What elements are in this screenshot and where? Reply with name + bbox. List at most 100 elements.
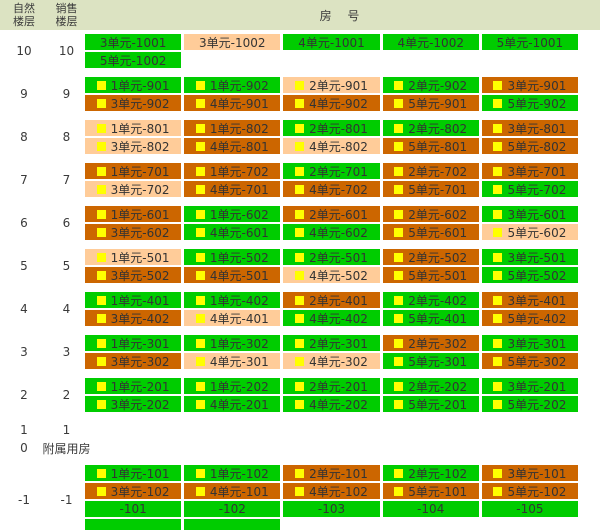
room-cell[interactable] bbox=[85, 519, 182, 530]
room-cell[interactable]: 2单元-102 bbox=[382, 465, 479, 481]
room-cell[interactable]: 2单元-301 bbox=[283, 335, 380, 351]
room-cell[interactable]: 5单元-902 bbox=[481, 95, 579, 111]
room-cell[interactable]: 3单元-502 bbox=[85, 267, 182, 283]
room-cell[interactable]: 2单元-602 bbox=[382, 206, 479, 222]
room-cell[interactable]: 2单元-801 bbox=[283, 120, 380, 136]
room-cell[interactable]: 1单元-601 bbox=[85, 206, 182, 222]
room-cell[interactable]: 1单元-102 bbox=[184, 465, 281, 481]
room-cell[interactable]: 1单元-802 bbox=[184, 120, 281, 136]
room-cell[interactable]: 3单元-601 bbox=[481, 206, 579, 222]
room-cell[interactable]: 4单元-1002 bbox=[382, 34, 479, 50]
room-cell[interactable]: 1单元-201 bbox=[85, 378, 182, 394]
room-cell[interactable]: 2单元-502 bbox=[382, 249, 479, 265]
room-cell[interactable]: 5单元-1002 bbox=[85, 52, 182, 68]
room-cell[interactable]: 3单元-401 bbox=[481, 292, 579, 308]
room-cell[interactable]: 3单元-1001 bbox=[85, 34, 182, 50]
room-cell[interactable]: 4单元-602 bbox=[283, 224, 380, 240]
room-cell[interactable]: 5单元-301 bbox=[382, 353, 479, 369]
room-cell[interactable]: 5单元-601 bbox=[382, 224, 479, 240]
room-cell[interactable]: -103 bbox=[283, 501, 380, 517]
room-cell[interactable]: 1单元-202 bbox=[184, 378, 281, 394]
room-cell[interactable]: 1单元-302 bbox=[184, 335, 281, 351]
room-cell[interactable]: 5单元-201 bbox=[382, 396, 479, 412]
room-cell[interactable]: 2单元-401 bbox=[283, 292, 380, 308]
room-cell[interactable]: 5单元-302 bbox=[481, 353, 579, 369]
room-cell[interactable]: 1单元-902 bbox=[184, 77, 281, 93]
room-cell[interactable]: 1单元-702 bbox=[184, 163, 281, 179]
room-cell[interactable]: 3单元-802 bbox=[85, 138, 182, 154]
room-cell[interactable]: 3单元-101 bbox=[481, 465, 579, 481]
room-cell[interactable]: 5单元-401 bbox=[382, 310, 479, 326]
room-cell[interactable]: 1单元-402 bbox=[184, 292, 281, 308]
room-cell[interactable]: 3单元-701 bbox=[481, 163, 579, 179]
room-cell[interactable]: 5单元-101 bbox=[382, 483, 479, 499]
room-cell[interactable]: 4单元-502 bbox=[283, 267, 380, 283]
room-cell[interactable]: -104 bbox=[382, 501, 479, 517]
room-cell[interactable]: 5单元-202 bbox=[481, 396, 579, 412]
room-cell[interactable]: 5单元-802 bbox=[481, 138, 579, 154]
room-cell[interactable]: 2单元-802 bbox=[382, 120, 479, 136]
room-cell[interactable]: 4单元-702 bbox=[283, 181, 380, 197]
room-cell[interactable]: 1单元-101 bbox=[85, 465, 182, 481]
room-cell[interactable]: 5单元-602 bbox=[481, 224, 579, 240]
room-cell[interactable]: 5单元-702 bbox=[481, 181, 579, 197]
room-cell[interactable]: 4单元-102 bbox=[283, 483, 380, 499]
room-cell[interactable]: 3单元-301 bbox=[481, 335, 579, 351]
room-cell[interactable]: 3单元-602 bbox=[85, 224, 182, 240]
room-cell[interactable]: 3单元-302 bbox=[85, 353, 182, 369]
room-cell[interactable]: 4单元-201 bbox=[184, 396, 281, 412]
room-cell[interactable]: 5单元-402 bbox=[481, 310, 579, 326]
room-cell[interactable]: 2单元-902 bbox=[382, 77, 479, 93]
room-cell[interactable]: 1单元-602 bbox=[184, 206, 281, 222]
room-cell[interactable]: 1单元-502 bbox=[184, 249, 281, 265]
room-cell[interactable]: 1单元-301 bbox=[85, 335, 182, 351]
room-cell[interactable]: 4单元-402 bbox=[283, 310, 380, 326]
room-cell[interactable]: 3单元-1002 bbox=[184, 34, 281, 50]
room-cell[interactable]: 4单元-401 bbox=[184, 310, 281, 326]
room-cell[interactable] bbox=[184, 519, 281, 530]
room-cell[interactable]: 5单元-801 bbox=[382, 138, 479, 154]
room-cell[interactable]: -105 bbox=[481, 501, 579, 517]
room-cell[interactable]: 4单元-302 bbox=[283, 353, 380, 369]
room-cell[interactable]: 3单元-102 bbox=[85, 483, 182, 499]
room-cell[interactable]: 5单元-901 bbox=[382, 95, 479, 111]
room-cell[interactable]: 4单元-202 bbox=[283, 396, 380, 412]
room-cell[interactable]: 4单元-301 bbox=[184, 353, 281, 369]
room-cell[interactable]: 3单元-202 bbox=[85, 396, 182, 412]
room-cell[interactable]: 4单元-802 bbox=[283, 138, 380, 154]
room-cell[interactable]: 3单元-201 bbox=[481, 378, 579, 394]
room-cell[interactable]: 1单元-701 bbox=[85, 163, 182, 179]
room-cell[interactable]: 4单元-902 bbox=[283, 95, 380, 111]
room-cell[interactable]: 3单元-902 bbox=[85, 95, 182, 111]
room-cell[interactable]: 3单元-501 bbox=[481, 249, 579, 265]
room-cell[interactable]: 2单元-601 bbox=[283, 206, 380, 222]
room-cell[interactable]: 4单元-701 bbox=[184, 181, 281, 197]
room-cell[interactable]: 2单元-302 bbox=[382, 335, 479, 351]
room-cell[interactable]: 5单元-502 bbox=[481, 267, 579, 283]
room-cell[interactable]: 2单元-702 bbox=[382, 163, 479, 179]
room-cell[interactable]: 2单元-202 bbox=[382, 378, 479, 394]
room-cell[interactable]: 4单元-1001 bbox=[283, 34, 380, 50]
room-cell[interactable]: 2单元-402 bbox=[382, 292, 479, 308]
room-cell[interactable]: 2单元-501 bbox=[283, 249, 380, 265]
room-cell[interactable]: 4单元-101 bbox=[184, 483, 281, 499]
room-cell[interactable]: -102 bbox=[184, 501, 281, 517]
room-cell[interactable]: 5单元-102 bbox=[481, 483, 579, 499]
room-cell[interactable]: 1单元-501 bbox=[85, 249, 182, 265]
room-cell[interactable]: 4单元-901 bbox=[184, 95, 281, 111]
room-cell[interactable]: 2单元-701 bbox=[283, 163, 380, 179]
room-cell[interactable]: 3单元-801 bbox=[481, 120, 579, 136]
room-cell[interactable]: 4单元-601 bbox=[184, 224, 281, 240]
room-cell[interactable]: 3单元-901 bbox=[481, 77, 579, 93]
room-cell[interactable]: 5单元-701 bbox=[382, 181, 479, 197]
room-cell[interactable]: 5单元-1001 bbox=[481, 34, 579, 50]
room-cell[interactable]: 2单元-901 bbox=[283, 77, 380, 93]
room-cell[interactable]: -101 bbox=[85, 501, 182, 517]
room-cell[interactable]: 4单元-801 bbox=[184, 138, 281, 154]
room-cell[interactable]: 1单元-901 bbox=[85, 77, 182, 93]
room-cell[interactable]: 2单元-201 bbox=[283, 378, 380, 394]
room-cell[interactable]: 1单元-401 bbox=[85, 292, 182, 308]
room-cell[interactable]: 1单元-801 bbox=[85, 120, 182, 136]
room-cell[interactable]: 4单元-501 bbox=[184, 267, 281, 283]
room-cell[interactable]: 3单元-702 bbox=[85, 181, 182, 197]
